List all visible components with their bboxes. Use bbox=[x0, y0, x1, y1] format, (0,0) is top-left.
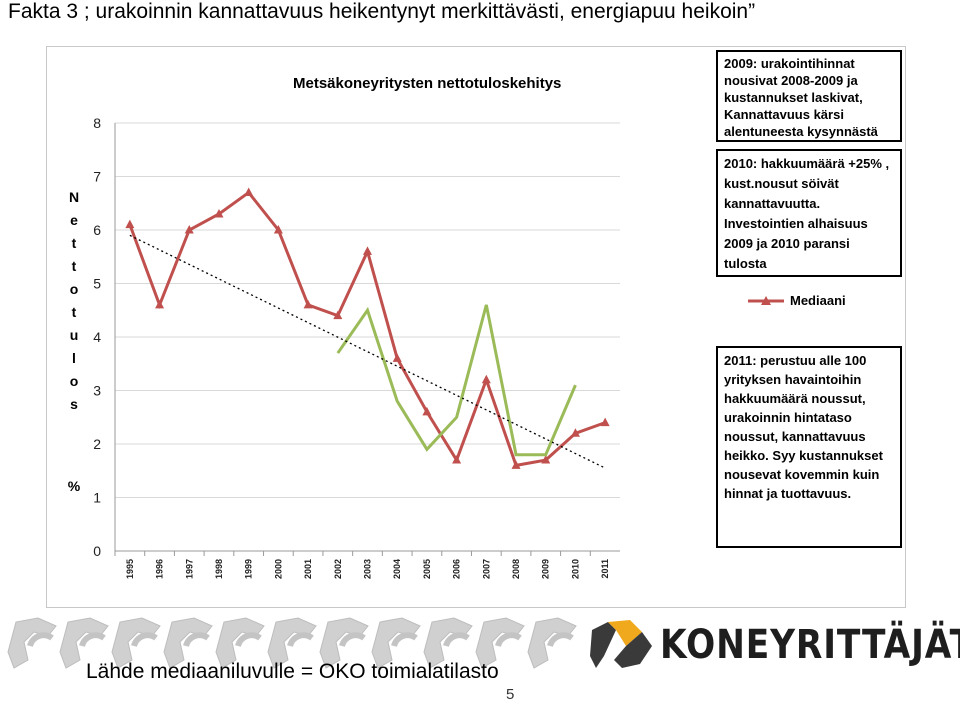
gear-arc-icon bbox=[79, 632, 106, 647]
x-tick-label: 1999 bbox=[244, 559, 254, 579]
y-axis-letter: t bbox=[71, 258, 77, 274]
y-axis-unit: % bbox=[67, 478, 81, 494]
page-number: 5 bbox=[506, 686, 515, 703]
y-tick-label: 5 bbox=[93, 276, 101, 292]
gear-arc-icon bbox=[287, 632, 314, 647]
data-point bbox=[184, 225, 194, 234]
gear-logo-pattern bbox=[7, 617, 577, 669]
legend-swatch-icon bbox=[748, 295, 784, 305]
x-tick-label: 1997 bbox=[184, 559, 194, 579]
gear-logo-strip bbox=[7, 617, 577, 669]
x-tick-label: 1998 bbox=[214, 559, 224, 579]
x-tick-label: 1995 bbox=[125, 559, 135, 579]
data-point bbox=[511, 460, 521, 469]
x-tick-label: 2011 bbox=[600, 559, 610, 579]
gear-arc-icon bbox=[391, 632, 418, 647]
y-tick-label: 2 bbox=[93, 436, 101, 452]
gear-arc-icon bbox=[547, 632, 574, 647]
y-tick-label: 8 bbox=[93, 115, 101, 131]
y-axis-letter: N bbox=[68, 189, 80, 205]
gear-arc-icon bbox=[183, 632, 210, 647]
x-tick-label: 2008 bbox=[511, 559, 521, 579]
note-2009: 2009: urakointihinnat nousivat 2008-2009… bbox=[716, 50, 902, 142]
x-tick-label: 2003 bbox=[363, 559, 373, 579]
y-axis-letter: o bbox=[69, 373, 79, 389]
koneyrittajat-logo-icon bbox=[590, 620, 652, 668]
source-note: Lähde mediaaniluvulle = OKO toimialatila… bbox=[86, 660, 499, 683]
x-tick-label: 2000 bbox=[273, 559, 283, 579]
gear-arc-icon bbox=[443, 632, 470, 647]
y-axis-label: N e t t o t u l o s bbox=[66, 186, 82, 416]
data-point bbox=[570, 428, 580, 437]
gear-arc-icon bbox=[131, 632, 158, 647]
data-point bbox=[244, 187, 254, 197]
y-axis-letter: t bbox=[71, 304, 77, 320]
y-axis-letter: l bbox=[72, 350, 76, 366]
data-point bbox=[214, 208, 224, 218]
data-point bbox=[333, 310, 343, 320]
x-tick-label: 2006 bbox=[452, 559, 462, 579]
slide-title: Fakta 3 ; urakoinnin kannattavuus heiken… bbox=[8, 0, 756, 23]
y-axis-letter: e bbox=[70, 212, 78, 228]
y-tick-label: 3 bbox=[93, 383, 101, 399]
data-point bbox=[452, 455, 462, 464]
data-point bbox=[541, 455, 551, 464]
x-tick-label: 2007 bbox=[481, 559, 491, 579]
x-tick-label: 1996 bbox=[155, 559, 165, 579]
series-line-green bbox=[336, 304, 577, 457]
chart-legend: Mediaani bbox=[748, 293, 846, 308]
gear-arc-icon bbox=[27, 632, 54, 647]
note-2010: 2010: hakkuumäärä +25% , kust.nousut söi… bbox=[716, 149, 902, 277]
data-point bbox=[273, 225, 283, 234]
y-tick-label: 7 bbox=[93, 169, 101, 185]
trendline bbox=[129, 234, 606, 469]
x-tick-label: 2010 bbox=[570, 559, 580, 579]
series-line-mediaani bbox=[128, 190, 606, 468]
y-axis-letter: u bbox=[69, 327, 79, 343]
y-axis-letter: s bbox=[70, 396, 78, 412]
x-tick-label: 2009 bbox=[541, 559, 551, 579]
x-tick-label: 2005 bbox=[422, 559, 432, 579]
gear-arc-icon bbox=[339, 632, 366, 647]
y-tick-label: 0 bbox=[93, 543, 101, 559]
y-tick-label: 6 bbox=[93, 222, 101, 238]
y-axis-letter: o bbox=[69, 281, 79, 297]
data-point bbox=[303, 299, 313, 309]
gear-arc-icon bbox=[235, 632, 262, 647]
note-2011: 2011: perustuu alle 100 yrityksen havain… bbox=[716, 346, 902, 548]
data-point bbox=[363, 246, 372, 255]
x-tick-label: 2001 bbox=[303, 559, 313, 579]
chart-title: Metsäkoneyritysten nettotuloskehitys bbox=[293, 75, 562, 92]
data-point bbox=[481, 374, 491, 384]
data-point bbox=[155, 299, 165, 309]
data-point bbox=[125, 219, 135, 229]
brand-name: KONEYRITTÄJÄT bbox=[660, 622, 960, 668]
data-point bbox=[392, 353, 402, 362]
data-point bbox=[600, 417, 610, 427]
x-tick-label: 2002 bbox=[333, 559, 343, 579]
y-axis-letter: t bbox=[71, 235, 77, 251]
data-point bbox=[422, 406, 432, 416]
legend-label: Mediaani bbox=[790, 293, 846, 308]
gear-arc-icon bbox=[495, 632, 522, 647]
y-tick-label: 4 bbox=[93, 329, 101, 345]
y-tick-label: 1 bbox=[93, 490, 101, 506]
x-tick-label: 2004 bbox=[392, 559, 402, 579]
